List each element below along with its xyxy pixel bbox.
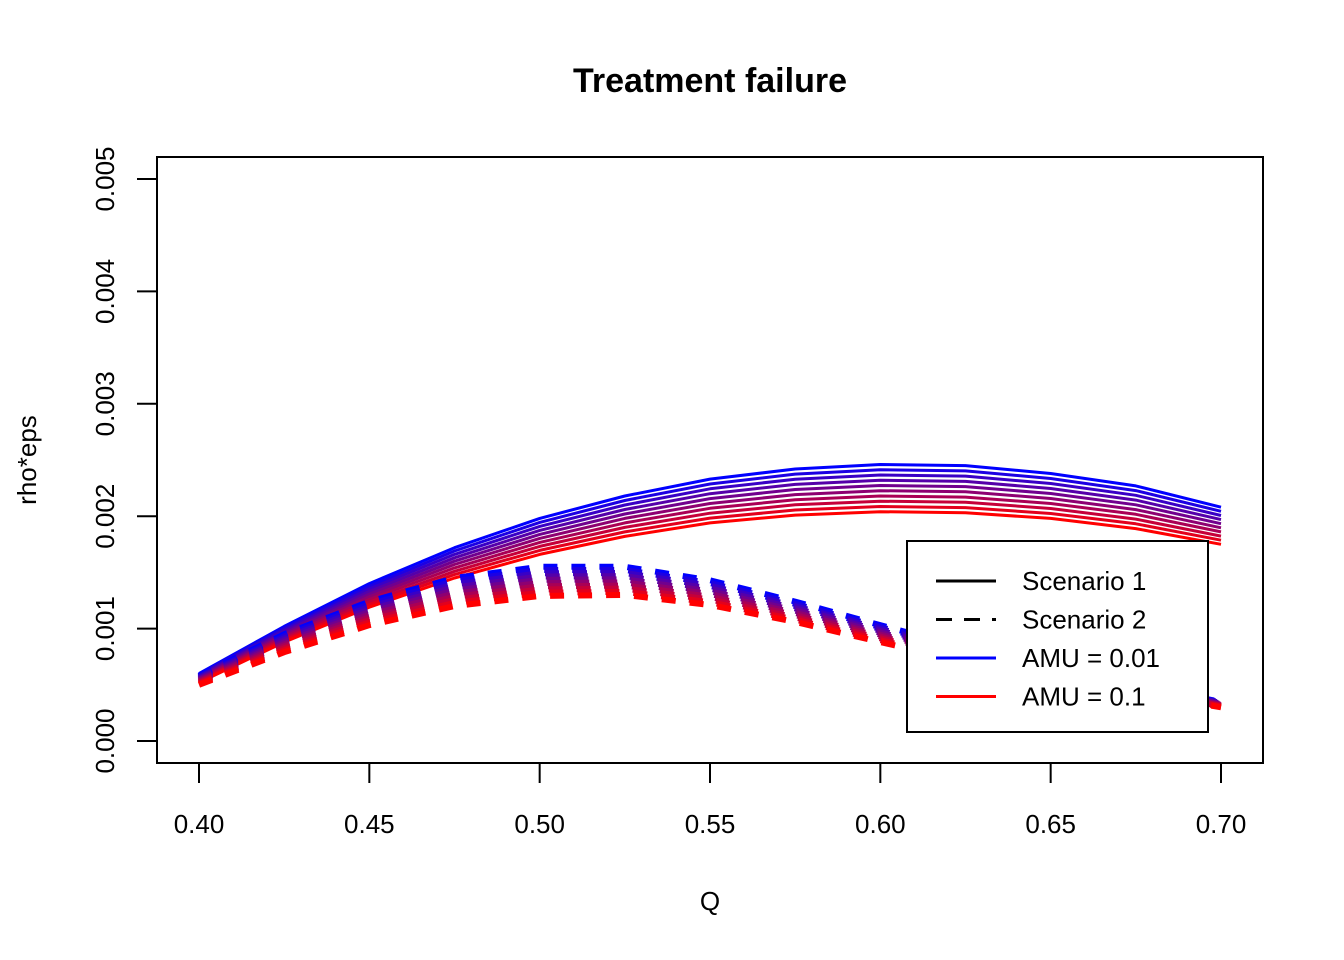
legend: Scenario 1 Scenario 2 AMU = 0.01 AMU = 0.1 (906, 540, 1209, 733)
series-line (198, 484, 1222, 679)
x-axis: 0.40 0.45 0.50 0.55 0.60 0.65 0.70 (174, 762, 1247, 839)
legend-label: Scenario 2 (1022, 605, 1146, 635)
y-tick-label: 0.001 (90, 596, 120, 661)
y-axis-label: rho*eps (12, 415, 42, 505)
y-tick-label: 0.002 (90, 484, 120, 549)
series-line (198, 510, 1222, 684)
series-line (198, 473, 1222, 677)
series-line (198, 468, 1222, 676)
x-tick-label: 0.65 (1025, 809, 1076, 839)
x-axis-label: Q (700, 886, 720, 916)
x-tick-label: 0.50 (514, 809, 565, 839)
y-tick-label: 0.003 (90, 371, 120, 436)
series-line (198, 489, 1222, 680)
legend-box (906, 540, 1209, 733)
series-line (198, 505, 1222, 683)
x-tick-label: 0.45 (344, 809, 395, 839)
y-tick-label: 0.005 (90, 146, 120, 211)
chart-title: Treatment failure (573, 62, 847, 100)
legend-label: AMU = 0.01 (1022, 643, 1160, 673)
series-1 (198, 463, 1222, 684)
series-line (198, 499, 1222, 682)
series-line (198, 478, 1222, 678)
y-tick-label: 0.000 (90, 708, 120, 773)
legend-label: Scenario 1 (1022, 566, 1146, 596)
x-tick-label: 0.55 (685, 809, 736, 839)
x-tick-label: 0.40 (174, 809, 225, 839)
legend-label: AMU = 0.1 (1022, 682, 1146, 712)
x-tick-label: 0.70 (1196, 809, 1247, 839)
series-line (198, 463, 1222, 675)
y-axis: 0.000 0.001 0.002 0.003 0.004 0.005 (90, 146, 158, 774)
y-tick-label: 0.004 (90, 259, 120, 324)
series-line (198, 494, 1222, 681)
x-tick-label: 0.60 (855, 809, 906, 839)
